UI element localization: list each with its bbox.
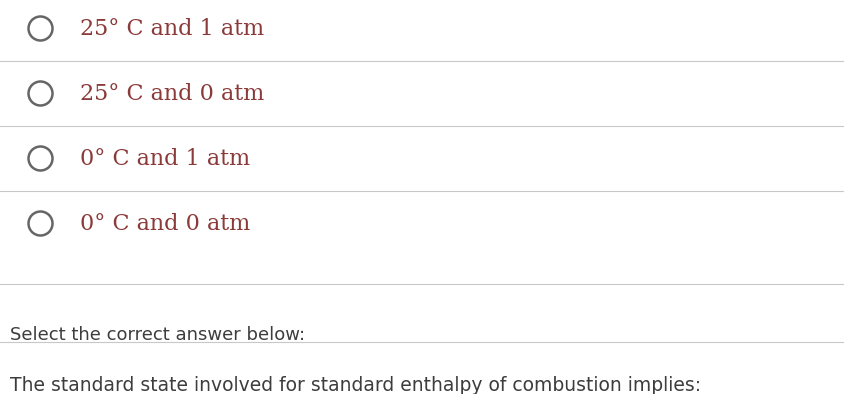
Text: The standard state involved for standard enthalpy of combustion implies:: The standard state involved for standard… bbox=[10, 376, 701, 394]
Text: 0° C and 0 atm: 0° C and 0 atm bbox=[80, 212, 251, 234]
Text: 25° C and 1 atm: 25° C and 1 atm bbox=[80, 17, 264, 39]
Text: 0° C and 1 atm: 0° C and 1 atm bbox=[80, 147, 251, 169]
Text: 25° C and 0 atm: 25° C and 0 atm bbox=[80, 82, 264, 104]
Text: Select the correct answer below:: Select the correct answer below: bbox=[10, 326, 306, 344]
